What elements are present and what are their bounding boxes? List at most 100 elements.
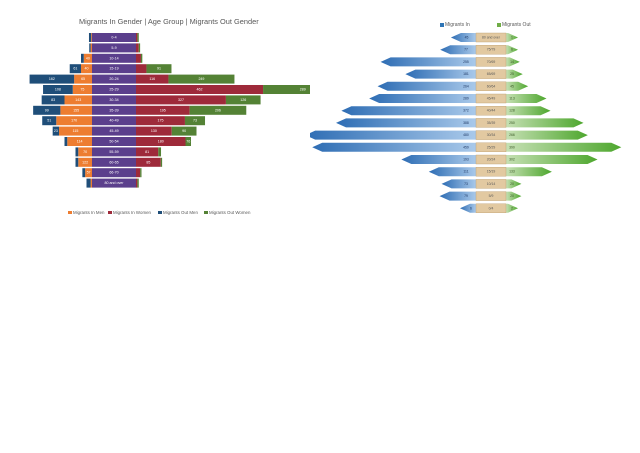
migrants-in-arrow	[450, 33, 476, 42]
pyramid-row: 25-29 75 108 462 289	[43, 85, 310, 94]
age-box	[475, 118, 507, 128]
legend-swatch	[440, 23, 444, 27]
women-in-label: 130	[151, 129, 157, 133]
migrants-in-value: 372	[463, 109, 469, 113]
age-band-bar	[92, 33, 136, 42]
women-out-label: 126	[240, 98, 246, 102]
arrow-row: 193 302 20/24	[401, 154, 598, 165]
pyramid-row: 80 and over	[86, 178, 139, 188]
women-out-bar	[140, 168, 142, 178]
migrants-out-value: 250	[509, 121, 515, 125]
migrants-in-arrow	[377, 81, 476, 91]
men-in-bar	[83, 53, 92, 63]
age-band-bar	[92, 53, 136, 63]
age-band-bar	[92, 85, 136, 94]
women-in-bar	[136, 137, 186, 146]
women-out-label: 289	[300, 88, 306, 92]
migrants-in-value: 111	[463, 170, 468, 174]
legend-item: Migrants In Men	[68, 210, 104, 215]
age-band-bar	[92, 105, 136, 115]
pyramid-row: 15-19 40 61 91	[69, 64, 172, 74]
migrants-in-value: 193	[463, 158, 469, 162]
migrants-out-arrow	[506, 57, 520, 67]
migrants-out-value: 390	[509, 145, 515, 149]
men-in-bar	[60, 105, 92, 115]
legend-item: Migrants In	[440, 22, 470, 28]
men-out-bar	[86, 178, 91, 188]
migrants-in-arrow	[441, 179, 476, 189]
migrants-out-value: 266	[509, 133, 515, 137]
women-out-bar	[184, 116, 206, 126]
age-box-label: 60/64	[487, 84, 496, 88]
men-in-label: 70	[83, 150, 87, 154]
women-out-bar	[146, 64, 172, 74]
women-out-bar	[158, 147, 162, 157]
age-band-bar	[92, 74, 136, 84]
age-band-label: 20-24	[109, 77, 118, 81]
women-in-bar	[136, 157, 161, 167]
age-band-bar	[92, 116, 136, 126]
migrants-in-value: 388	[463, 121, 469, 125]
age-box-label: 45/49	[487, 97, 496, 101]
migrants-out-arrow	[506, 118, 584, 128]
age-box-label: 65/69	[487, 72, 496, 76]
women-in-label: 116	[149, 77, 155, 81]
age-band-bar	[92, 168, 136, 178]
men-in-label: 40	[85, 67, 89, 71]
age-band-label: 30-34	[109, 98, 118, 102]
men-out-bar	[75, 157, 79, 167]
men-out-bar	[81, 53, 84, 63]
migrants-in-arrow	[405, 69, 476, 79]
migrants-out-value: 2	[511, 206, 513, 210]
men-in-bar	[74, 74, 92, 84]
migrants-out-arrow	[506, 191, 522, 201]
migrants-in-value: 73	[464, 182, 468, 186]
age-box	[475, 142, 507, 153]
age-band-bar	[92, 137, 136, 146]
women-in-bar	[136, 74, 169, 84]
migrants-out-value: 133	[509, 170, 515, 174]
age-box-label: 25/29	[487, 145, 496, 149]
women-out-bar	[225, 95, 261, 105]
legend-swatch	[108, 210, 112, 215]
men-in-bar	[56, 116, 92, 126]
age-band-label: 80 and over	[105, 181, 125, 185]
migrants-in-value: 459	[463, 145, 469, 149]
migrants-in-value: 77	[464, 48, 468, 52]
legend-label: Migrants In Men	[73, 210, 105, 215]
age-box	[475, 57, 507, 67]
migrants-out-value: 302	[509, 158, 515, 162]
women-in-bar	[136, 168, 141, 178]
arrow-row: 111 133 15/19	[428, 166, 552, 177]
migrants-in-arrow	[341, 106, 476, 116]
women-in-bar	[136, 43, 139, 53]
arrow-row: 388 250 35/39	[336, 118, 584, 128]
women-in-label: 195	[160, 108, 166, 112]
women-in-label: 85	[146, 160, 150, 164]
age-box-label: 40/44	[487, 109, 496, 113]
age-box	[475, 69, 507, 79]
women-out-label: 76	[186, 140, 190, 144]
legend-label: Migrants Out	[502, 22, 531, 28]
women-out-bar	[137, 178, 139, 188]
migrants-in-value: 45	[465, 36, 469, 40]
age-box-label: 5/9	[489, 194, 494, 198]
men-in-label: 40	[86, 56, 90, 60]
men-out-label: 23	[54, 129, 58, 133]
migrants-out-value: 14	[510, 60, 514, 64]
migrants-out-arrow	[506, 69, 523, 79]
migrants-in-value: 264	[463, 84, 469, 88]
age-box	[475, 45, 507, 55]
pyramid-row: 50-54 114 180 76	[64, 137, 191, 146]
age-band-label: 50-54	[109, 140, 118, 144]
pyramid-chart: 0-4 5-9 10-14 40 15-19 40 61 91 20-24 65 162 116 249…	[29, 33, 310, 188]
migrants-in-value: 79	[464, 194, 468, 198]
pyramid-row: 5-9	[89, 43, 141, 53]
age-box	[475, 32, 507, 43]
migrants-out-arrow	[506, 130, 588, 140]
arrow-row: 181 25 65/69	[405, 69, 523, 79]
men-in-bar	[90, 43, 92, 53]
men-out-bar	[89, 43, 91, 53]
arrow-row: 372 128 40/44	[341, 105, 551, 116]
age-band-label: 10-14	[109, 56, 118, 60]
